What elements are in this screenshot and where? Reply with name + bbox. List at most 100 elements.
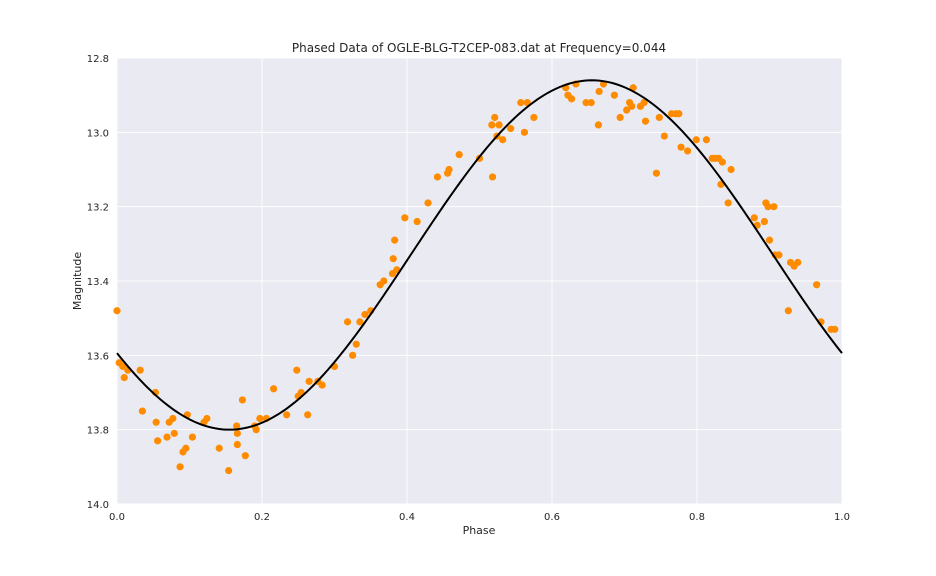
- data-point: [138, 407, 146, 415]
- y-tick-label: 13.8: [87, 426, 109, 437]
- data-point: [702, 136, 711, 144]
- data-point: [724, 199, 732, 207]
- data-point: [113, 307, 121, 315]
- data-point: [610, 91, 618, 99]
- data-point: [770, 203, 778, 211]
- data-point: [391, 236, 399, 244]
- data-point: [270, 385, 278, 393]
- data-point: [152, 418, 160, 426]
- data-point: [238, 396, 247, 404]
- data-point: [361, 310, 369, 319]
- data-point: [628, 102, 636, 110]
- y-axis-label: Magnitude: [71, 252, 84, 311]
- data-point: [530, 113, 538, 122]
- data-point: [119, 362, 127, 371]
- data-point: [594, 121, 603, 129]
- data-point: [424, 199, 432, 207]
- data-point: [765, 236, 774, 244]
- data-point: [170, 429, 178, 437]
- data-point: [433, 173, 442, 181]
- data-point: [641, 117, 650, 125]
- data-point: [225, 466, 233, 475]
- data-point: [401, 214, 409, 222]
- y-tick-label: 12.8: [87, 54, 109, 65]
- data-point: [352, 340, 360, 348]
- data-point: [349, 351, 357, 359]
- data-point: [215, 444, 223, 452]
- x-tick-label: 0.8: [689, 512, 705, 523]
- data-point: [488, 121, 496, 129]
- data-point: [760, 217, 769, 226]
- data-point: [188, 433, 196, 441]
- data-point: [677, 143, 685, 151]
- data-point: [305, 377, 313, 385]
- x-tick-label: 1.0: [834, 512, 850, 523]
- data-point: [304, 411, 312, 419]
- data-point: [413, 217, 421, 226]
- data-point: [831, 325, 839, 333]
- data-point: [169, 414, 177, 423]
- x-tick-label: 0.0: [109, 512, 125, 523]
- x-axis-label: Phase: [463, 524, 496, 537]
- data-point: [794, 258, 802, 267]
- data-point: [683, 147, 692, 155]
- data-point: [775, 251, 783, 259]
- data-point: [120, 374, 128, 382]
- data-point: [582, 99, 590, 107]
- y-tick-label: 13.0: [87, 128, 109, 139]
- data-point: [176, 463, 184, 471]
- data-point: [692, 136, 700, 144]
- x-tick-label: 0.6: [544, 512, 560, 523]
- x-tick-labels: 0.0 0.2 0.4 0.6 0.8 1.0: [109, 512, 850, 523]
- data-point: [499, 136, 507, 144]
- data-point: [495, 121, 503, 129]
- data-point: [623, 106, 631, 114]
- data-point: [445, 165, 453, 174]
- x-tick-label: 0.2: [254, 512, 270, 523]
- data-point: [455, 151, 463, 159]
- data-point: [517, 99, 525, 107]
- data-point: [182, 444, 190, 452]
- x-tick-label: 0.4: [399, 512, 415, 523]
- data-point: [256, 414, 264, 423]
- data-point: [507, 125, 515, 133]
- data-point: [640, 99, 648, 107]
- data-point: [356, 318, 364, 326]
- data-point: [655, 113, 663, 122]
- data-point: [136, 366, 144, 374]
- y-tick-label: 13.6: [87, 351, 109, 362]
- chart-title: Phased Data of OGLE-BLG-T2CEP-083.dat at…: [292, 41, 666, 55]
- data-point: [587, 99, 595, 107]
- data-point: [520, 128, 529, 136]
- data-point: [293, 366, 301, 374]
- data-point: [283, 411, 291, 419]
- data-point: [727, 165, 735, 174]
- data-point: [203, 414, 211, 423]
- data-point: [675, 110, 683, 118]
- data-point: [380, 277, 388, 285]
- data-point: [343, 318, 352, 326]
- data-point: [491, 113, 499, 122]
- data-point: [595, 87, 603, 96]
- data-point: [616, 113, 624, 122]
- data-point: [764, 203, 772, 211]
- y-tick-label: 14.0: [87, 500, 109, 511]
- data-point: [163, 433, 171, 441]
- y-tick-labels: 12.8 13.0 13.2 13.4 13.6 13.8 14.0: [87, 54, 109, 511]
- data-point: [718, 158, 726, 166]
- data-point: [567, 95, 576, 103]
- data-point: [241, 452, 249, 460]
- data-point: [784, 307, 792, 315]
- y-tick-label: 13.2: [87, 203, 109, 214]
- data-point: [233, 422, 241, 430]
- data-point: [660, 132, 668, 140]
- data-point: [750, 214, 758, 222]
- y-tick-label: 13.4: [87, 277, 109, 288]
- model-curve: [116, 79, 843, 431]
- data-point: [233, 440, 241, 449]
- y-gridlines: [117, 57, 842, 505]
- data-point: [389, 255, 397, 263]
- data-point: [488, 173, 497, 181]
- data-point: [252, 426, 260, 434]
